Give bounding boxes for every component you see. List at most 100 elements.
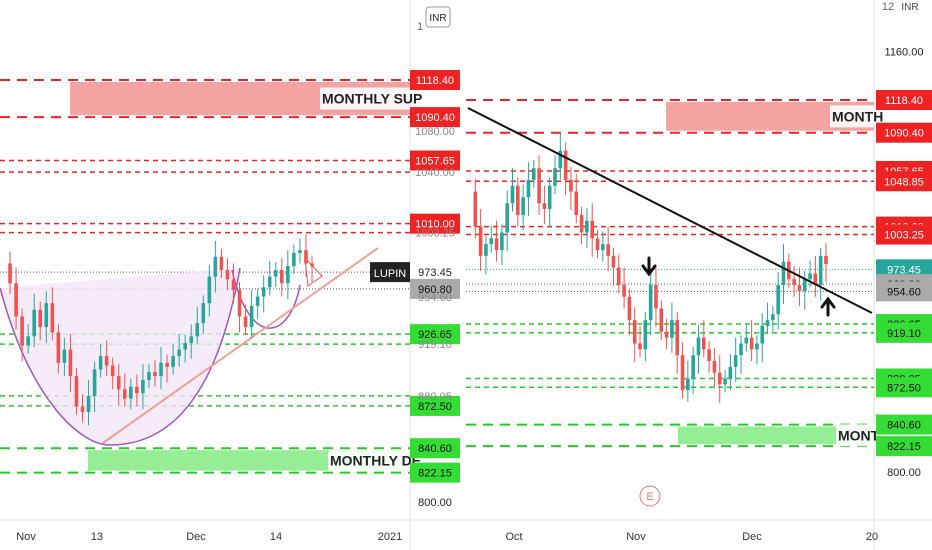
right-candle-body (585, 220, 589, 233)
right-price-tag: 919.10 (887, 328, 921, 340)
right-candle-body (579, 214, 584, 233)
left-x-tick: 14 (270, 531, 282, 543)
candle-body (8, 263, 12, 284)
candle-body (141, 380, 145, 394)
right-price-tag: 1003.25 (884, 230, 924, 242)
right-candle-body (569, 179, 573, 192)
candle-body (171, 356, 175, 367)
candle-body (189, 336, 194, 343)
left-price-tag: 840.60 (418, 443, 452, 455)
candle-body (201, 303, 206, 324)
candle-body (14, 283, 18, 317)
left-price-tag-bg (410, 213, 460, 234)
right-candle-body (792, 279, 796, 286)
left-supply-label-bg (320, 87, 410, 110)
right-candle-body (516, 185, 520, 215)
right-candle-body (680, 355, 685, 391)
right-price-tag-bg (876, 377, 932, 398)
right-price-tag-bg (876, 224, 932, 245)
right-candle-body (696, 337, 701, 356)
left-hidden-axis-label: 1080.00 (415, 126, 455, 138)
candle-body (267, 276, 272, 288)
right-candle-body (547, 185, 552, 210)
right-candle-body (611, 255, 616, 268)
candle-body (147, 372, 151, 381)
right-candle-body (755, 343, 759, 350)
right-price-tag: 973.45 (887, 264, 921, 276)
right-price-tag-bg (876, 414, 932, 435)
left-demand-label: MONTHLY DE (330, 452, 421, 468)
candle-body (86, 395, 91, 412)
right-candle-body (797, 285, 802, 291)
candle-body (231, 279, 236, 290)
down-arrow-icon (641, 256, 657, 277)
right-monthly-demand-zone (678, 426, 874, 445)
candle-body (177, 349, 181, 357)
candle-body (68, 349, 73, 377)
candle-body (243, 316, 248, 328)
left-hidden-axis-label: 954.60 (418, 292, 452, 304)
left-x-tick: Dec (186, 531, 206, 543)
right-candle-body (494, 238, 499, 251)
candle-body (116, 376, 121, 390)
handle-arc (231, 269, 301, 329)
cup-fill (0, 268, 240, 445)
right-candle-body (760, 325, 765, 344)
left-price-tag-bg (410, 438, 460, 459)
right-price-tag-bg (876, 122, 932, 143)
candle-body (122, 389, 127, 399)
left-supply-label: MONTHLY SUP (322, 91, 422, 107)
left-x-tick: 13 (91, 531, 103, 543)
right-candle-body (505, 203, 509, 233)
left-hidden-axis-label: 919.10 (418, 339, 452, 351)
candle-body (62, 349, 67, 363)
right-candle-body (632, 320, 637, 344)
candle-body (98, 356, 103, 370)
left-price-tag-bg (410, 107, 460, 128)
candle-body (298, 250, 302, 253)
candle-body (165, 362, 169, 367)
right-chart-panel[interactable]: MONTHMONTE1160.001118.401090.401057.6510… (466, 0, 932, 550)
right-candle-body (510, 185, 515, 204)
symbol-tag: LUPIN (374, 268, 406, 280)
candle-body (213, 256, 218, 277)
right-candle-body (675, 320, 680, 356)
descending-trendline (467, 107, 873, 314)
right-candle-body (691, 355, 695, 379)
left-price-tag: 800.00 (418, 497, 452, 509)
right-supply-label: MONTH (832, 108, 883, 124)
right-candle-body (728, 366, 733, 379)
right-candle-body (595, 238, 600, 251)
candle-body (286, 266, 290, 284)
right-candle-body (616, 267, 621, 286)
left-price-tag-bg (410, 395, 460, 416)
right-price-tag-bg (876, 171, 932, 192)
candle-body (304, 250, 308, 264)
left-inr-badge[interactable] (425, 6, 451, 28)
right-candle-body (521, 197, 525, 215)
candle-body (26, 336, 30, 346)
left-price-tag: 973.45 (418, 267, 452, 279)
candle-body (38, 309, 43, 328)
right-candle-body (802, 279, 807, 291)
right-price-tag: 954.60 (887, 286, 921, 298)
right-demand-label: MONT (838, 427, 880, 443)
left-chart-panel[interactable]: MONTHLY SUP MONTHLY DE LUPIN 1118.40 1090.40… (0, 0, 466, 550)
right-candle-body (542, 203, 547, 210)
right-candle-body (531, 168, 536, 180)
right-candle-body (638, 343, 642, 350)
earnings-marker-icon[interactable] (639, 485, 661, 507)
right-candle-body (478, 226, 483, 256)
candle-body (153, 372, 157, 377)
right-candle-body (733, 355, 738, 367)
symbol-tag-bg (370, 262, 410, 283)
candle-body (135, 386, 139, 394)
up-arrow-icon (820, 296, 836, 317)
right-candle-body (484, 244, 488, 256)
right-x-tick: Nov (626, 531, 646, 543)
right-candle-body (824, 255, 828, 265)
right-candle-body (563, 150, 568, 180)
candle-body (280, 270, 284, 284)
right-candle-body (659, 308, 664, 332)
left-inr-text: INR (429, 13, 446, 24)
